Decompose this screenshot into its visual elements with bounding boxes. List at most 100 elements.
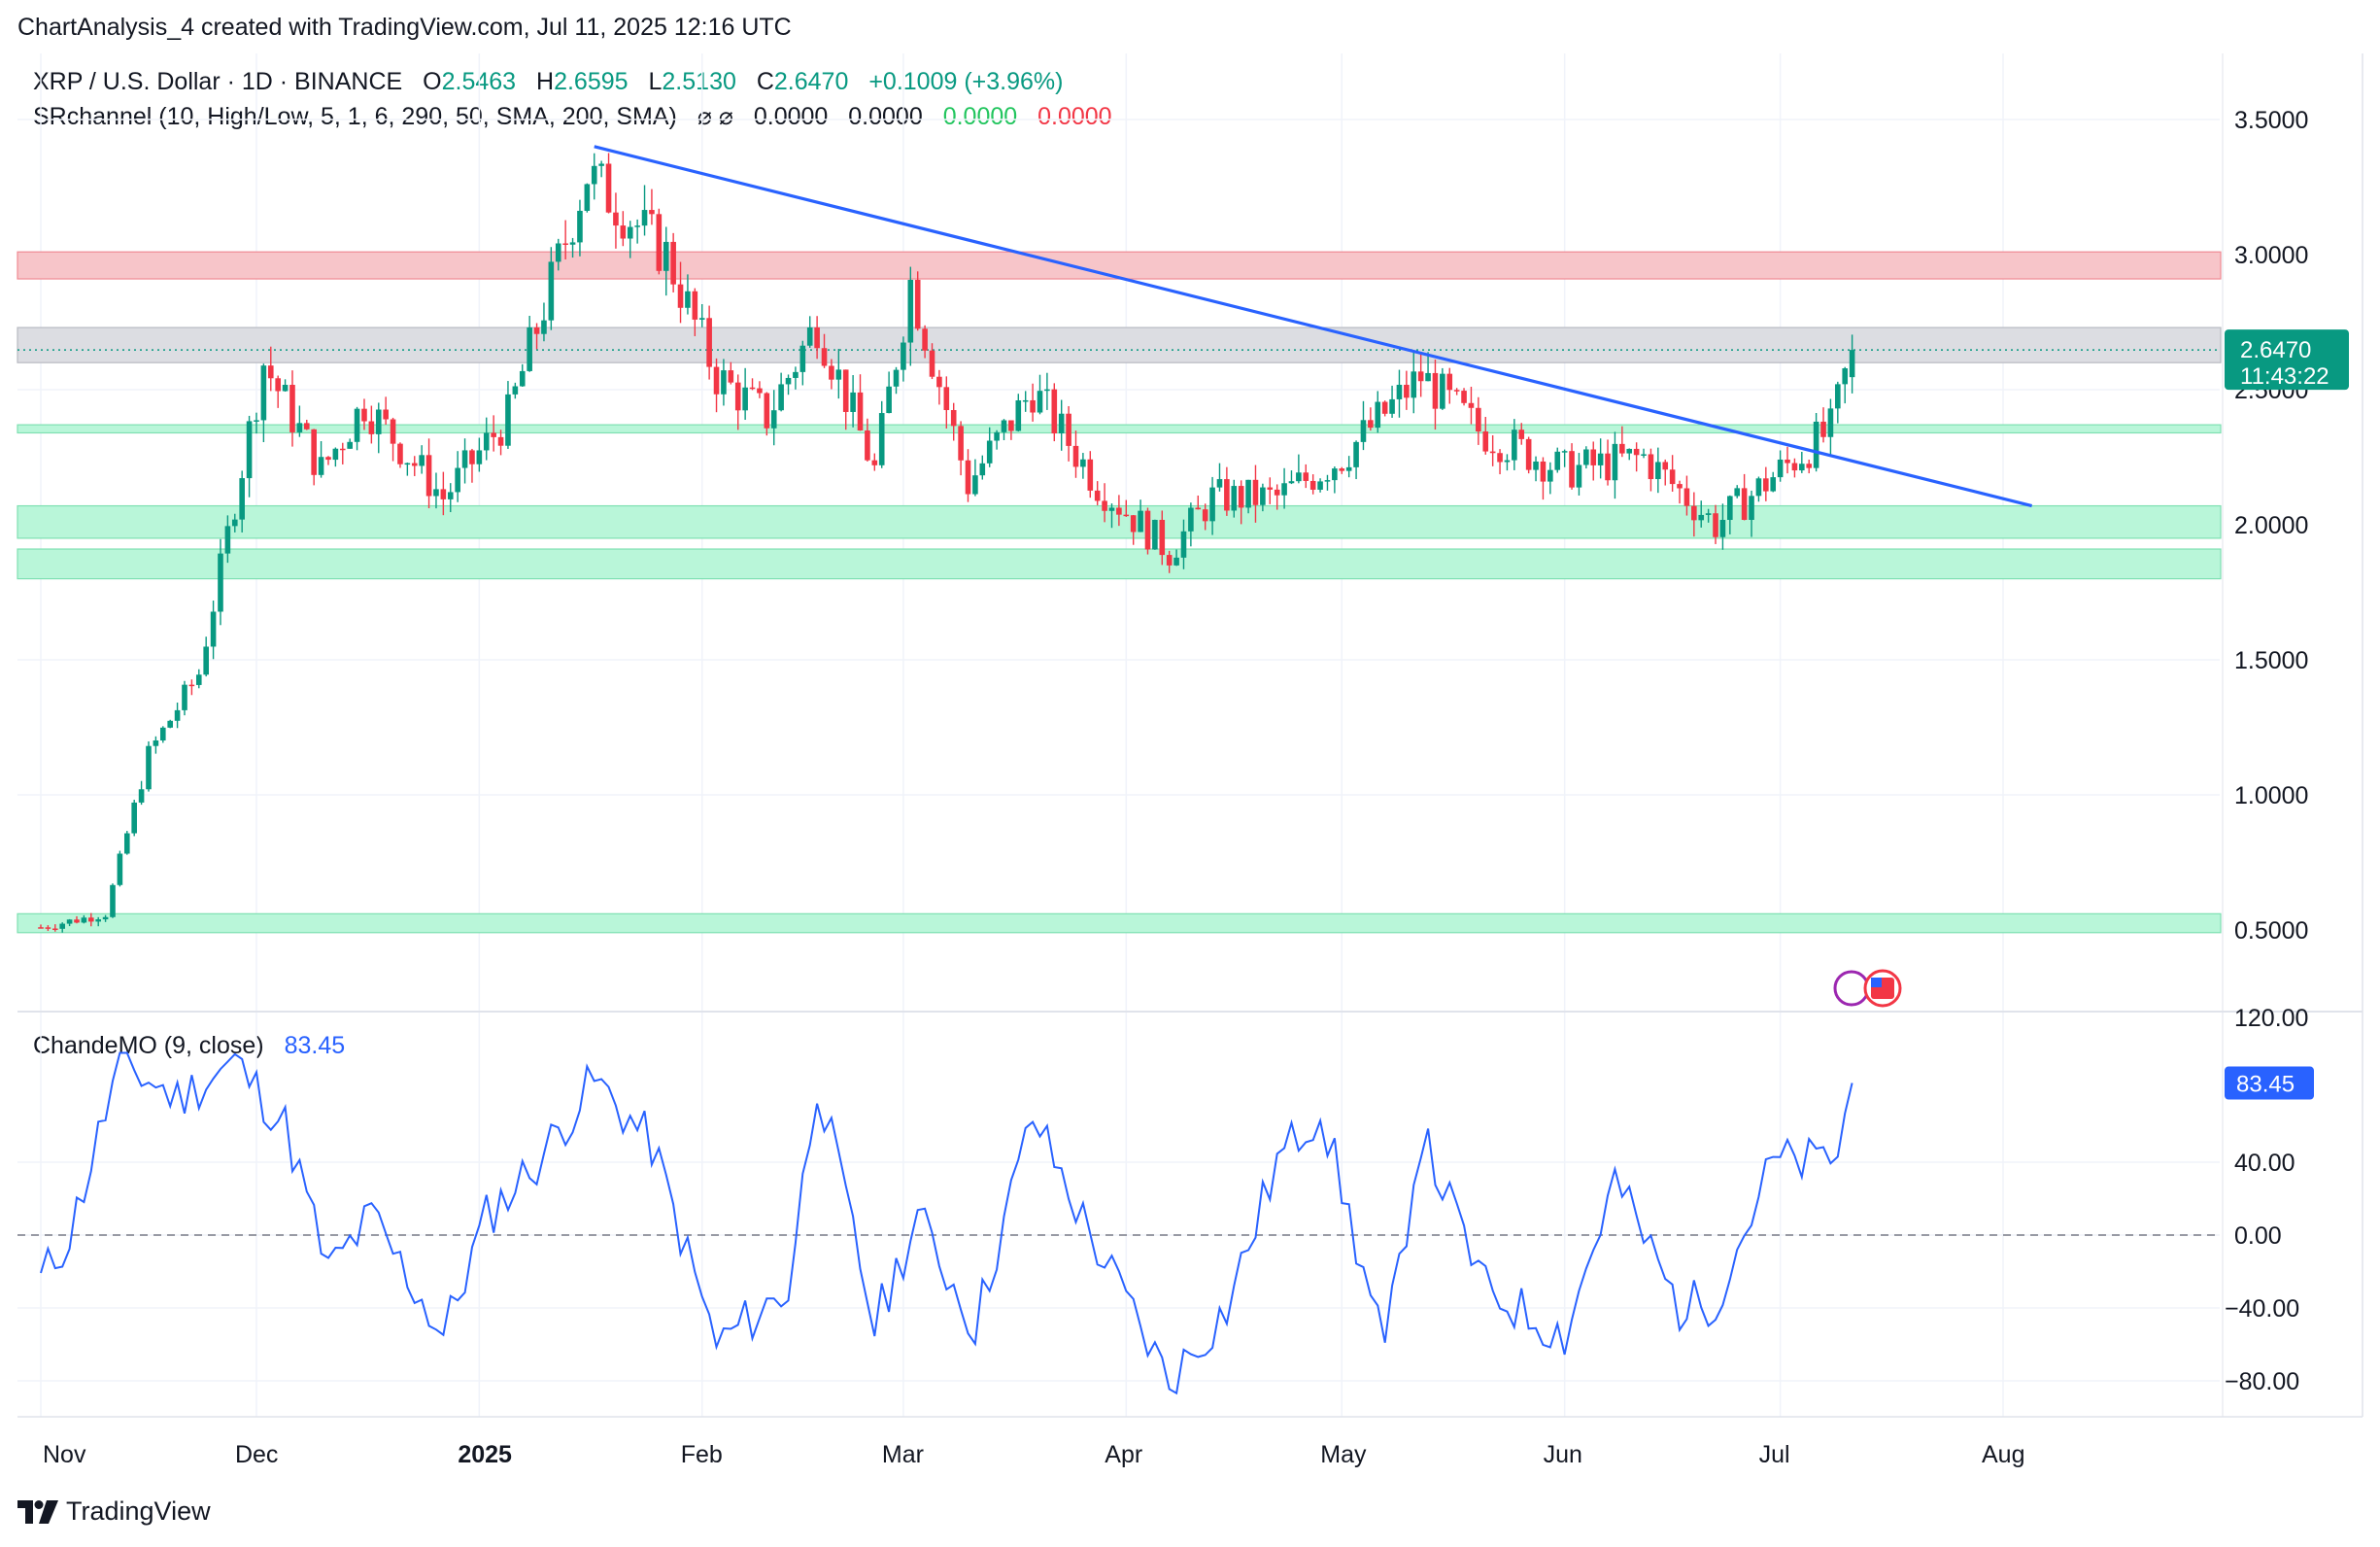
change-value: +0.1009 (+3.96%) — [868, 68, 1064, 95]
candle-body — [541, 320, 547, 334]
candle-body — [95, 919, 101, 922]
symbol-name[interactable]: XRP / U.S. Dollar · 1D · BINANCE — [33, 68, 403, 95]
candle-body — [1381, 401, 1388, 414]
candle-body — [1015, 400, 1022, 431]
candle-body — [210, 611, 217, 647]
candle-body — [1404, 384, 1410, 398]
x-tick-label: Apr — [1105, 1441, 1142, 1468]
candle-body — [231, 519, 238, 527]
candle-body — [246, 421, 253, 479]
candlestick-series — [38, 153, 1855, 933]
axes: Nov Dec 2025 Feb Mar Apr May Jun Jul Aug 3.5000 3.0… — [17, 53, 2363, 1468]
candle-body — [469, 450, 475, 464]
candle-body — [1180, 531, 1187, 558]
candle-body — [1281, 483, 1287, 496]
candle-body — [1072, 445, 1079, 467]
candle-body — [1619, 443, 1625, 454]
candle-body — [1612, 443, 1618, 481]
price-badge-countdown: 11:43:22 — [2240, 363, 2329, 390]
cmo-value: 83.45 — [284, 1032, 346, 1059]
candle-body — [519, 370, 526, 387]
candle-body — [1785, 459, 1790, 464]
candle-body — [692, 291, 698, 320]
candle-body — [1842, 368, 1849, 385]
candle-body — [1633, 448, 1640, 456]
candle-body — [138, 789, 145, 803]
candle-body — [182, 684, 187, 710]
candle-body — [1849, 350, 1855, 378]
footer-brand-text: TradingView — [66, 1496, 211, 1526]
candle-body — [814, 327, 820, 349]
candle-body — [1224, 479, 1230, 511]
candle-body — [1245, 479, 1251, 508]
candle-body — [527, 327, 532, 371]
candle-body — [425, 455, 432, 497]
candle-body — [914, 279, 921, 329]
candle-body — [893, 369, 900, 387]
candle-body — [1777, 459, 1784, 478]
chart-header: ChartAnalysis_4 created with TradingView… — [17, 14, 792, 41]
candle-body — [1051, 389, 1058, 434]
candle-body — [361, 408, 367, 422]
candle-body — [1332, 468, 1338, 481]
candle-body — [66, 919, 73, 924]
x-tick-label: Feb — [681, 1441, 723, 1468]
candle-body — [1425, 372, 1431, 382]
candle-body — [1827, 408, 1834, 437]
candle-body — [706, 318, 712, 367]
candle-body — [886, 386, 892, 414]
candle-body — [260, 365, 267, 421]
x-tick-label: Jun — [1544, 1441, 1582, 1468]
cmo-legend: ChandeMO (9, close) 83.45 — [33, 1032, 345, 1060]
candle-body — [1755, 478, 1762, 497]
x-tick-label: May — [1320, 1441, 1367, 1468]
candle-body — [569, 242, 576, 245]
candle-body — [1080, 459, 1086, 467]
indicator-value-1: 0.0000 — [753, 103, 829, 130]
candle-body — [1576, 464, 1582, 488]
candle-body — [685, 291, 691, 308]
candle-body — [1360, 420, 1367, 442]
candle-body — [1749, 496, 1754, 520]
candle-body — [153, 739, 159, 746]
candle-body — [1597, 453, 1604, 465]
price-badge — [2225, 329, 2349, 391]
candle-body — [1138, 510, 1143, 533]
close-label: C — [756, 68, 774, 95]
candle-body — [1806, 464, 1813, 468]
candle-body — [102, 916, 109, 920]
candle-body — [584, 184, 591, 211]
candle-body — [1159, 519, 1166, 556]
candle-body — [1763, 478, 1769, 492]
indicator-name[interactable]: SRchannel (10, High/Low, 5, 1, 6, 290, 5… — [33, 103, 677, 130]
candle-body — [404, 463, 411, 465]
footer-brand[interactable]: TradingView — [17, 1496, 211, 1527]
candle-body — [749, 387, 756, 390]
candle-body — [994, 431, 1000, 441]
candle-body — [1116, 507, 1122, 515]
candle-body — [1554, 451, 1561, 470]
x-tick-label: Nov — [43, 1441, 86, 1468]
candle-body — [821, 348, 828, 366]
candle-body — [922, 328, 928, 351]
candle-body — [1274, 489, 1280, 496]
trendline[interactable] — [594, 145, 2032, 508]
candle-body — [347, 441, 353, 449]
candle-body — [1267, 487, 1274, 490]
candle-body — [1540, 461, 1547, 482]
candle-body — [1238, 486, 1244, 508]
candle-body — [577, 210, 583, 243]
candle-body — [110, 884, 116, 917]
cmo-badge — [2225, 1066, 2314, 1100]
candle-body — [548, 261, 555, 321]
candle-body — [677, 284, 684, 308]
y-tick-label: 0.5000 — [2234, 917, 2308, 945]
candle-body — [1691, 505, 1697, 521]
candle-body — [1252, 479, 1259, 505]
event-flag-icon[interactable] — [1833, 969, 1902, 1008]
candle-body — [117, 853, 123, 885]
candle-body — [764, 393, 770, 429]
cmo-title[interactable]: ChandeMO (9, close) — [33, 1032, 264, 1059]
candle-body — [1482, 431, 1489, 452]
